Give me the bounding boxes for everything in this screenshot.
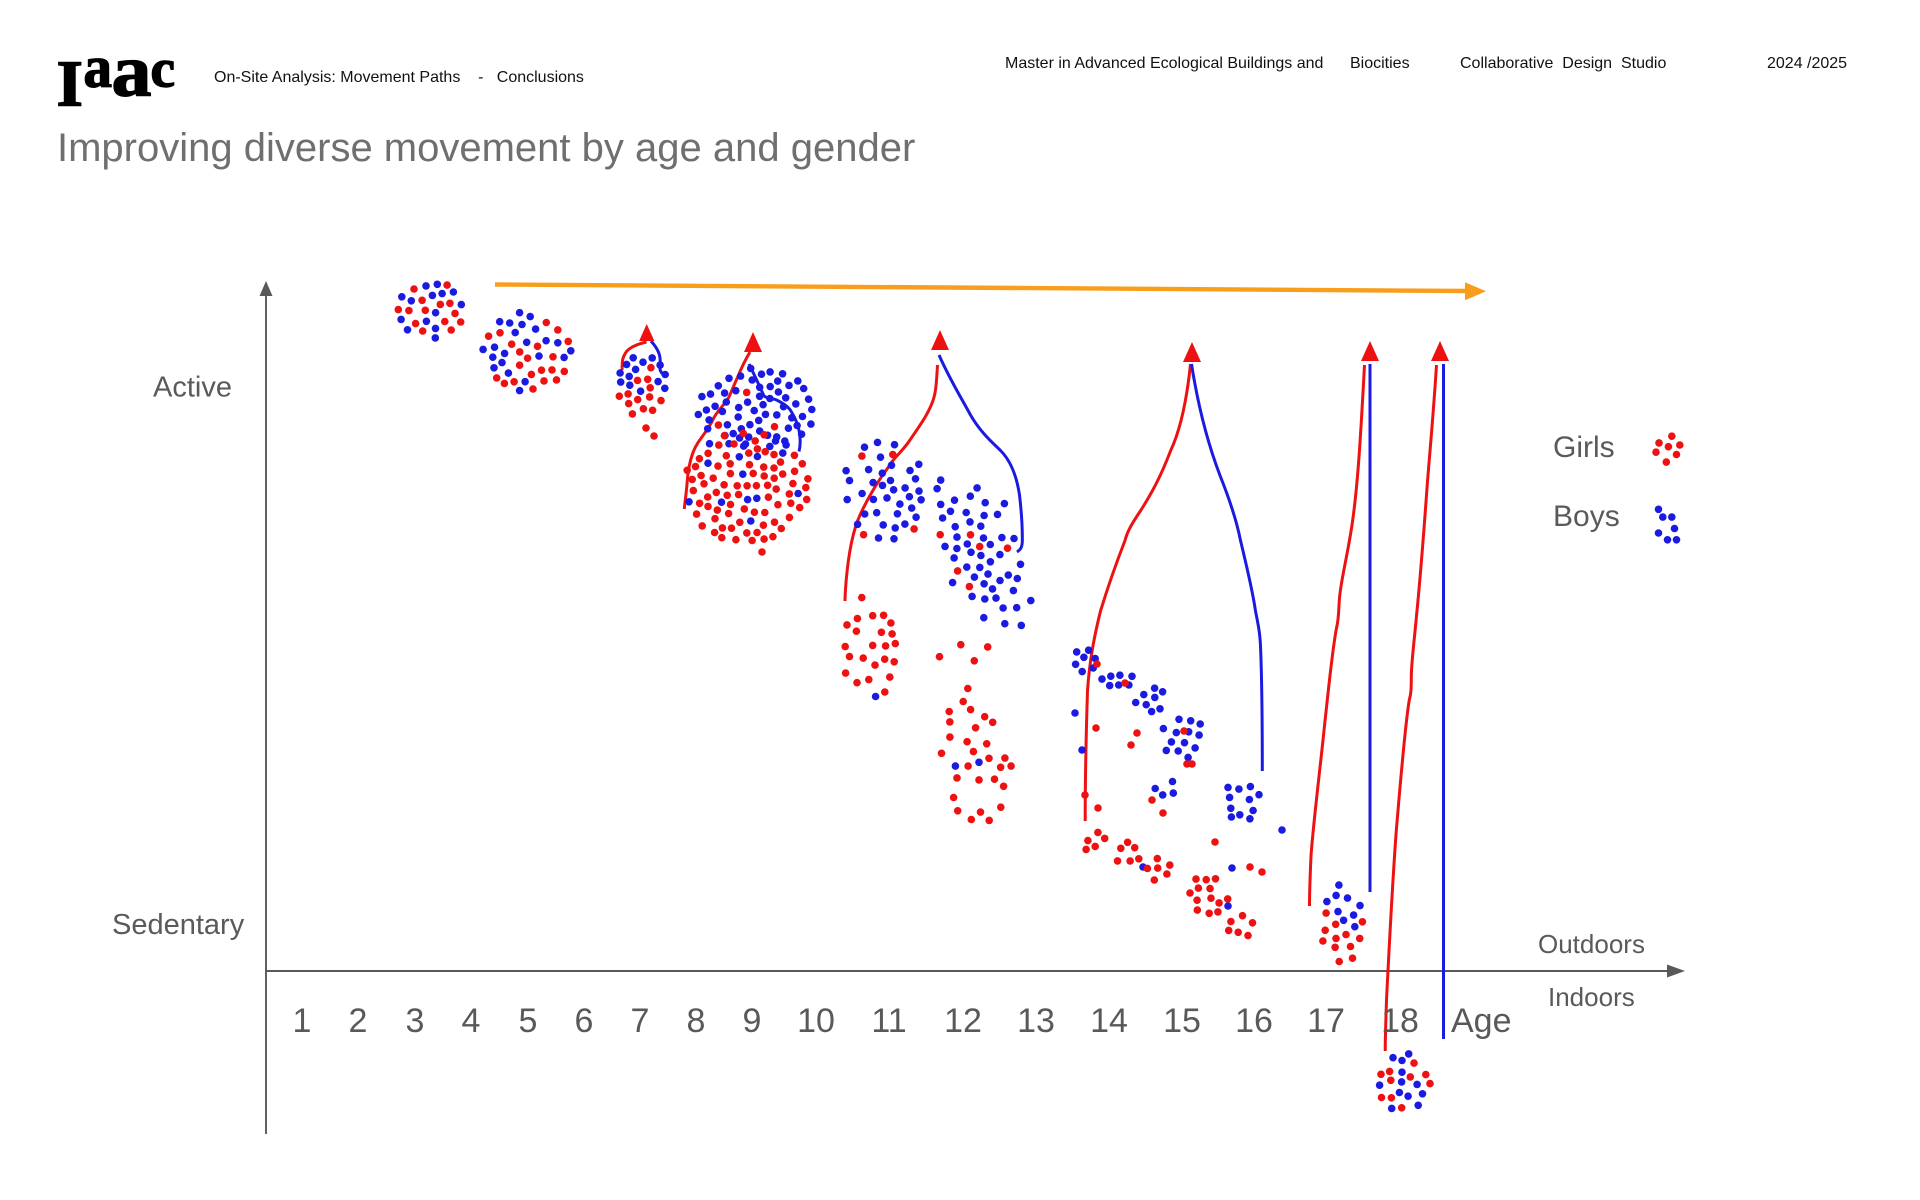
svg-text:14: 14 <box>1090 1002 1128 1040</box>
svg-text:a: a <box>112 31 152 113</box>
svg-text:c: c <box>151 39 176 99</box>
svg-text:7: 7 <box>631 1002 650 1040</box>
svg-text:2: 2 <box>349 1002 368 1040</box>
svg-text:17: 17 <box>1307 1002 1345 1040</box>
svg-text:Girls: Girls <box>1553 431 1615 464</box>
svg-text:Active: Active <box>153 372 232 404</box>
svg-text:Age: Age <box>1451 1002 1512 1040</box>
svg-text:15: 15 <box>1163 1002 1201 1040</box>
svg-text:10: 10 <box>797 1002 835 1040</box>
svg-text:a: a <box>84 34 113 100</box>
svg-text:4: 4 <box>462 1002 481 1040</box>
svg-text:I: I <box>57 48 84 121</box>
svg-text:Indoors: Indoors <box>1548 982 1635 1012</box>
svg-text:16: 16 <box>1235 1002 1273 1040</box>
svg-text:1: 1 <box>293 1002 312 1040</box>
svg-text:8: 8 <box>687 1002 706 1040</box>
svg-text:5: 5 <box>519 1002 538 1040</box>
svg-text:9: 9 <box>743 1002 762 1040</box>
svg-text:12: 12 <box>944 1002 982 1040</box>
svg-text:13: 13 <box>1017 1002 1055 1040</box>
svg-text:6: 6 <box>575 1002 594 1040</box>
svg-text:3: 3 <box>406 1002 425 1040</box>
svg-text:Sedentary: Sedentary <box>112 909 245 941</box>
svg-text:18: 18 <box>1381 1002 1419 1040</box>
svg-text:11: 11 <box>871 1002 906 1040</box>
svg-text:Outdoors: Outdoors <box>1538 929 1645 959</box>
svg-text:Boys: Boys <box>1553 500 1620 533</box>
